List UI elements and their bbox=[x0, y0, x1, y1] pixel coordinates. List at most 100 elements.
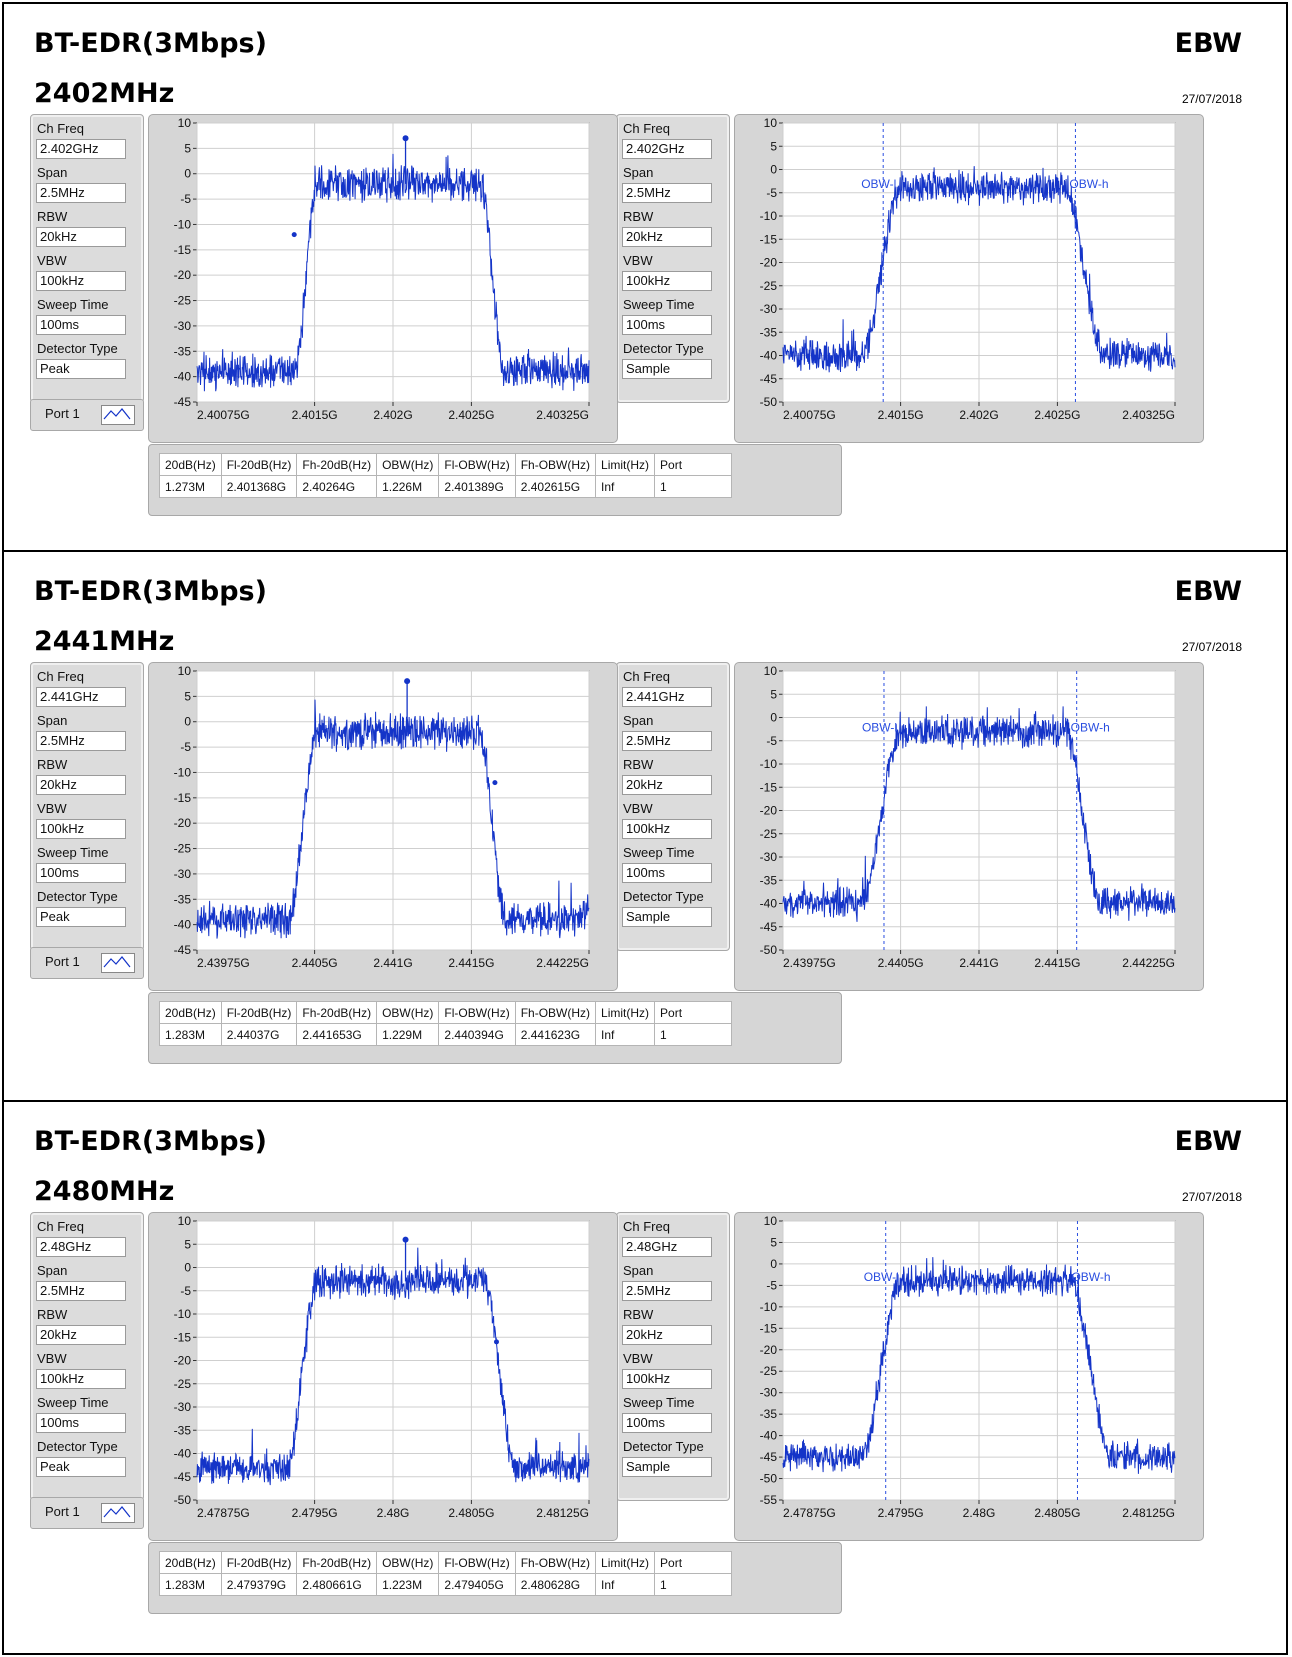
peak-parameter-panel: Ch Freq 2.402GHz Span 2.5MHz RBW 20kHz VBW 100k… bbox=[30, 114, 144, 403]
table-header-row: 20dB(Hz) Fl-20dB(Hz) Fh-20dB(Hz) OBW(Hz) Fl-… bbox=[159, 1551, 733, 1574]
table-cell: 2.44037G bbox=[220, 1023, 298, 1046]
y-tick-label: -35 bbox=[174, 892, 192, 906]
parameter-value[interactable]: 20kHz bbox=[622, 227, 712, 247]
table-header-cell: Fl-20dB(Hz) bbox=[220, 1551, 298, 1574]
y-tick-label: -45 bbox=[760, 372, 778, 386]
parameter-value[interactable]: 2.5MHz bbox=[622, 1281, 712, 1301]
table-header-row: 20dB(Hz) Fl-20dB(Hz) Fh-20dB(Hz) OBW(Hz) Fl-… bbox=[159, 1001, 733, 1024]
obw-label: OBW-l bbox=[861, 177, 896, 191]
y-tick-label: 5 bbox=[184, 141, 191, 155]
y-tick-label: 10 bbox=[178, 116, 192, 130]
parameter-value[interactable]: Peak bbox=[36, 907, 126, 927]
y-tick-label: 10 bbox=[764, 1214, 778, 1228]
x-tick-label: 2.4015G bbox=[292, 408, 338, 422]
spectrum-trace bbox=[782, 706, 1176, 922]
parameter-value[interactable]: 2.5MHz bbox=[622, 731, 712, 751]
waveform-icon[interactable] bbox=[101, 405, 135, 425]
parameter-label: Ch Freq bbox=[37, 669, 84, 684]
parameter-value[interactable]: 100ms bbox=[36, 1413, 126, 1433]
x-tick-label: 2.44225G bbox=[536, 956, 589, 970]
x-tick-label: 2.4405G bbox=[878, 956, 924, 970]
parameter-value[interactable]: Peak bbox=[36, 1457, 126, 1477]
parameter-value[interactable]: 2.402GHz bbox=[622, 139, 712, 159]
y-tick-label: -25 bbox=[174, 842, 192, 856]
parameter-value[interactable]: 100kHz bbox=[622, 1369, 712, 1389]
table-cell: 1.283M bbox=[159, 1573, 222, 1596]
parameter-label: Span bbox=[37, 165, 68, 180]
parameter-value[interactable]: 2.441GHz bbox=[36, 687, 126, 707]
port-selector[interactable]: Port 1 bbox=[30, 947, 144, 979]
parameter-value[interactable]: 100kHz bbox=[36, 1369, 126, 1389]
y-tick-label: -40 bbox=[174, 370, 192, 384]
x-tick-label: 2.48G bbox=[963, 1506, 996, 1520]
parameter-value[interactable]: 100kHz bbox=[622, 819, 712, 839]
report-date: 27/07/2018 bbox=[1181, 640, 1242, 654]
parameter-value[interactable]: Sample bbox=[622, 907, 712, 927]
table-header-cell: Fl-OBW(Hz) bbox=[438, 1001, 516, 1024]
spectrum-trace bbox=[196, 153, 590, 392]
port-selector[interactable]: Port 1 bbox=[30, 399, 144, 431]
measurement-block: BT-EDR(3Mbps) 2402MHz EBW 27/07/2018 Ch Freq… bbox=[2, 2, 1288, 552]
parameter-value[interactable]: 100ms bbox=[36, 863, 126, 883]
parameter-value[interactable]: 20kHz bbox=[622, 1325, 712, 1345]
parameter-value[interactable]: Peak bbox=[36, 359, 126, 379]
parameter-label: RBW bbox=[37, 1307, 68, 1322]
table-cell: 2.479379G bbox=[220, 1573, 298, 1596]
parameter-label: RBW bbox=[623, 209, 654, 224]
parameter-value[interactable]: Sample bbox=[622, 1457, 712, 1477]
waveform-icon[interactable] bbox=[101, 1503, 135, 1523]
peak-marker bbox=[404, 678, 411, 685]
channel-frequency-heading: 2441MHz bbox=[34, 626, 175, 657]
test-name: EBW bbox=[1174, 1126, 1242, 1157]
y-tick-label: 5 bbox=[770, 1235, 777, 1249]
sample-spectrum-chart: 10 5 0 -5 -10 -15 -20 -25 -30 -35 -40 -45 -50 2.40075… bbox=[734, 114, 1204, 443]
y-tick-label: 5 bbox=[770, 139, 777, 153]
y-tick-label: -10 bbox=[760, 209, 778, 223]
spectrum-svg: 10 5 0 -5 -10 -15 -20 -25 -30 -35 -40 -45 -50 2.40075… bbox=[760, 116, 1176, 422]
parameter-value[interactable]: 100ms bbox=[622, 315, 712, 335]
parameter-value[interactable]: 2.5MHz bbox=[36, 731, 126, 751]
parameter-value[interactable]: 2.5MHz bbox=[36, 1281, 126, 1301]
parameter-value[interactable]: 100kHz bbox=[36, 819, 126, 839]
parameter-value[interactable]: 20kHz bbox=[36, 775, 126, 795]
peak-parameter-panel: Ch Freq 2.48GHz Span 2.5MHz RBW 20kHz VBW 100kH… bbox=[30, 1212, 144, 1501]
y-tick-label: -35 bbox=[760, 1407, 778, 1421]
parameter-value[interactable]: 2.48GHz bbox=[36, 1237, 126, 1257]
y-tick-label: -50 bbox=[760, 395, 778, 409]
y-tick-label: -40 bbox=[760, 1429, 778, 1443]
parameter-value[interactable]: 2.441GHz bbox=[622, 687, 712, 707]
parameter-value[interactable]: 2.48GHz bbox=[622, 1237, 712, 1257]
parameter-value[interactable]: 100ms bbox=[622, 863, 712, 883]
parameter-label: RBW bbox=[623, 1307, 654, 1322]
x-tick-label: 2.4795G bbox=[292, 1506, 338, 1520]
port-label: Port 1 bbox=[45, 406, 80, 421]
parameter-label: RBW bbox=[623, 757, 654, 772]
y-tick-label: 10 bbox=[178, 664, 192, 678]
sample-parameter-panel: Ch Freq 2.441GHz Span 2.5MHz RBW 20kHz VBW 100k… bbox=[616, 662, 730, 951]
peak-parameter-panel: Ch Freq 2.441GHz Span 2.5MHz RBW 20kHz VBW 100k… bbox=[30, 662, 144, 951]
parameter-value[interactable]: 100kHz bbox=[36, 271, 126, 291]
parameter-value[interactable]: 2.5MHz bbox=[36, 183, 126, 203]
parameter-value[interactable]: 100kHz bbox=[622, 271, 712, 291]
x-tick-label: 2.48125G bbox=[536, 1506, 589, 1520]
table-header-row: 20dB(Hz) Fl-20dB(Hz) Fh-20dB(Hz) OBW(Hz) Fl-… bbox=[159, 453, 733, 476]
parameter-value[interactable]: 20kHz bbox=[622, 775, 712, 795]
waveform-icon[interactable] bbox=[101, 953, 135, 973]
parameter-value[interactable]: 100ms bbox=[36, 315, 126, 335]
spectrum-svg: 10 5 0 -5 -10 -15 -20 -25 -30 -35 -40 -45 -50 -55 2.47… bbox=[760, 1214, 1176, 1520]
y-tick-label: 0 bbox=[770, 1257, 777, 1271]
parameter-label: Span bbox=[37, 713, 68, 728]
test-name: EBW bbox=[1174, 28, 1242, 59]
parameter-value[interactable]: Sample bbox=[622, 359, 712, 379]
table-cell: Inf bbox=[595, 1023, 656, 1046]
parameter-value[interactable]: 20kHz bbox=[36, 227, 126, 247]
table-cell: 2.441653G bbox=[296, 1023, 378, 1046]
table-cell: 2.401389G bbox=[438, 475, 516, 498]
parameter-value[interactable]: 100ms bbox=[622, 1413, 712, 1433]
parameter-value[interactable]: 2.5MHz bbox=[622, 183, 712, 203]
port-selector[interactable]: Port 1 bbox=[30, 1497, 144, 1529]
y-tick-label: -35 bbox=[174, 1423, 192, 1437]
parameter-value[interactable]: 2.402GHz bbox=[36, 139, 126, 159]
parameter-value[interactable]: 20kHz bbox=[36, 1325, 126, 1345]
y-tick-label: -25 bbox=[760, 1364, 778, 1378]
